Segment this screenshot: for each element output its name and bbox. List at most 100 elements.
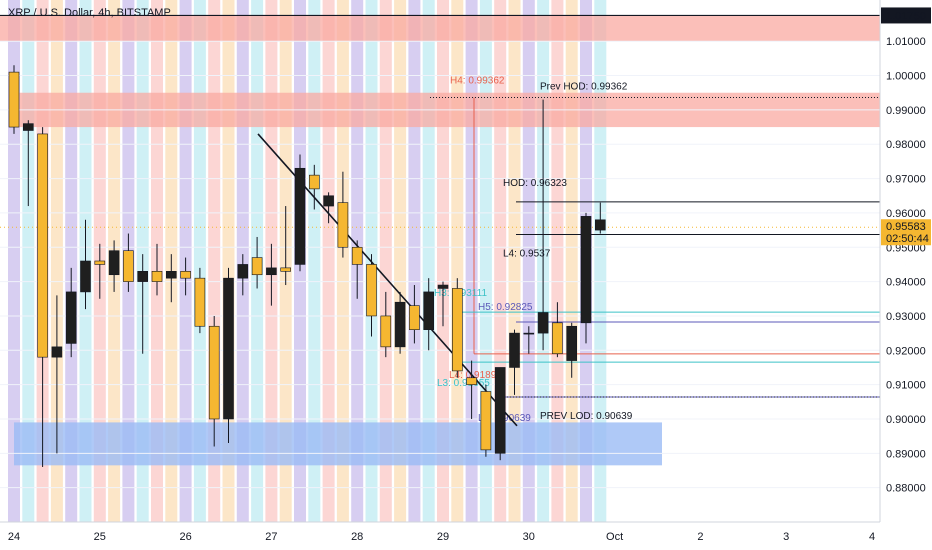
time-tick-label: 26 [179, 531, 191, 543]
candle-body[interactable] [323, 195, 334, 207]
candle-body[interactable] [22, 123, 34, 131]
candle-body[interactable] [351, 246, 363, 265]
candle-body[interactable] [151, 271, 163, 282]
countdown-value: 02:50:44 [886, 233, 929, 245]
time-tick-label: 2 [697, 531, 703, 543]
session-stripe [465, 0, 478, 522]
session-stripe [451, 0, 464, 522]
session-stripe [565, 0, 578, 522]
price-tick-label: 0.94000 [886, 277, 926, 289]
session-stripe [336, 0, 349, 522]
candle-body[interactable] [180, 271, 191, 279]
candle-body[interactable] [208, 325, 220, 420]
last-price-value: 0.95583 [886, 221, 926, 233]
price-tick-label: 0.97000 [886, 174, 926, 186]
level-label: PREV LOD: 0.90639 [540, 411, 633, 422]
candle-body[interactable] [523, 332, 535, 335]
candle-body[interactable] [237, 264, 249, 279]
level-label: H4: 0.99362 [450, 75, 505, 86]
candle-body[interactable] [94, 260, 106, 265]
candle-body[interactable] [580, 216, 592, 324]
candle-body[interactable] [394, 301, 406, 348]
candle-body[interactable] [37, 133, 48, 358]
candle-body[interactable] [223, 277, 234, 420]
candle-body[interactable] [308, 174, 320, 190]
candle-body[interactable] [108, 250, 120, 276]
session-stripe [50, 0, 63, 522]
price-tick-label: 0.88000 [886, 483, 926, 495]
price-tick-label: 0.98000 [886, 139, 926, 151]
session-stripe [379, 0, 392, 522]
time-axis[interactable]: 24 25 26 27 28 29 30 Oct 2 3 4 [0, 521, 932, 550]
candle-body[interactable] [451, 288, 463, 372]
time-tick-label: 4 [869, 531, 875, 543]
session-stripe [193, 0, 206, 522]
price-tick-label: 0.89000 [886, 448, 926, 460]
candle-body[interactable] [123, 250, 134, 282]
grid [0, 14, 880, 489]
candle-body[interactable] [266, 267, 277, 276]
price-tick-label: 0.92000 [886, 345, 926, 357]
price-tick-label: 0.96000 [886, 208, 926, 220]
candle-body[interactable] [437, 284, 449, 289]
chart-title: XRP / U.S. Dollar, 4h, BITSTAMP [8, 7, 171, 19]
candle-body[interactable] [380, 315, 392, 348]
time-tick-label: 28 [351, 531, 363, 543]
session-stripe [65, 0, 78, 522]
price-tick-label: 0.90000 [886, 414, 926, 426]
candle-body[interactable] [166, 271, 177, 279]
session-stripe [522, 0, 535, 522]
last-price-tag[interactable] [881, 219, 931, 246]
session-stripe [408, 0, 421, 522]
session-stripe [394, 0, 407, 522]
candle-body[interactable] [194, 277, 206, 327]
time-tick-label: Oct [606, 531, 623, 543]
price-tick-label: 0.99000 [886, 105, 926, 117]
time-tick-label: 30 [523, 531, 535, 543]
session-stripe [8, 0, 20, 522]
candle-body[interactable] [509, 332, 520, 368]
candle-body[interactable] [494, 367, 506, 454]
candle-body[interactable] [537, 312, 549, 334]
price-axis-bg [880, 0, 932, 550]
price-tick-label: 0.93000 [886, 311, 926, 323]
level-label: Prev HOD: 0.99362 [540, 81, 628, 92]
time-axis-bg [0, 522, 932, 550]
time-tick-label: 29 [437, 531, 449, 543]
session-stripe [508, 0, 521, 522]
session-stripe [551, 0, 564, 522]
time-tick-label: 27 [265, 531, 277, 543]
candle-body[interactable] [51, 346, 63, 358]
candle-body[interactable] [366, 264, 377, 317]
candle-body[interactable] [80, 260, 91, 293]
candle-body[interactable] [65, 291, 77, 344]
price-tick-label: 0.91000 [886, 380, 926, 392]
candle-body[interactable] [566, 325, 578, 361]
candle-body[interactable] [480, 391, 492, 451]
candle-body[interactable] [137, 271, 148, 282]
session-stripe [437, 0, 449, 522]
candle-body[interactable] [594, 219, 606, 231]
candle-body[interactable] [409, 305, 420, 330]
time-tick-label: 3 [783, 531, 789, 543]
supply-zone-top [0, 15, 880, 42]
candle-body[interactable] [552, 322, 563, 355]
candle-body[interactable] [294, 167, 306, 265]
session-stripe [322, 0, 335, 522]
candle-body[interactable] [337, 202, 349, 248]
candle-body[interactable] [8, 71, 20, 128]
candles[interactable] [8, 65, 606, 468]
candle-body[interactable] [423, 291, 435, 330]
candle-body[interactable] [466, 377, 477, 385]
candle-body[interactable] [251, 257, 263, 276]
level-label: H5: 0.92825 [478, 302, 533, 313]
level-label: L3: 0.91655 [437, 378, 490, 389]
level-label: HOD: 0.96323 [503, 178, 567, 189]
price-axis[interactable]: 1.01750 1.01000 1.00000 0.99000 0.98000 0.970… [879, 0, 932, 550]
session-stripe [308, 0, 321, 522]
candle-body[interactable] [280, 267, 292, 272]
time-tick-label: 25 [94, 531, 106, 543]
session-stripe [422, 0, 435, 522]
price-tick-label: 1.01000 [886, 36, 926, 48]
